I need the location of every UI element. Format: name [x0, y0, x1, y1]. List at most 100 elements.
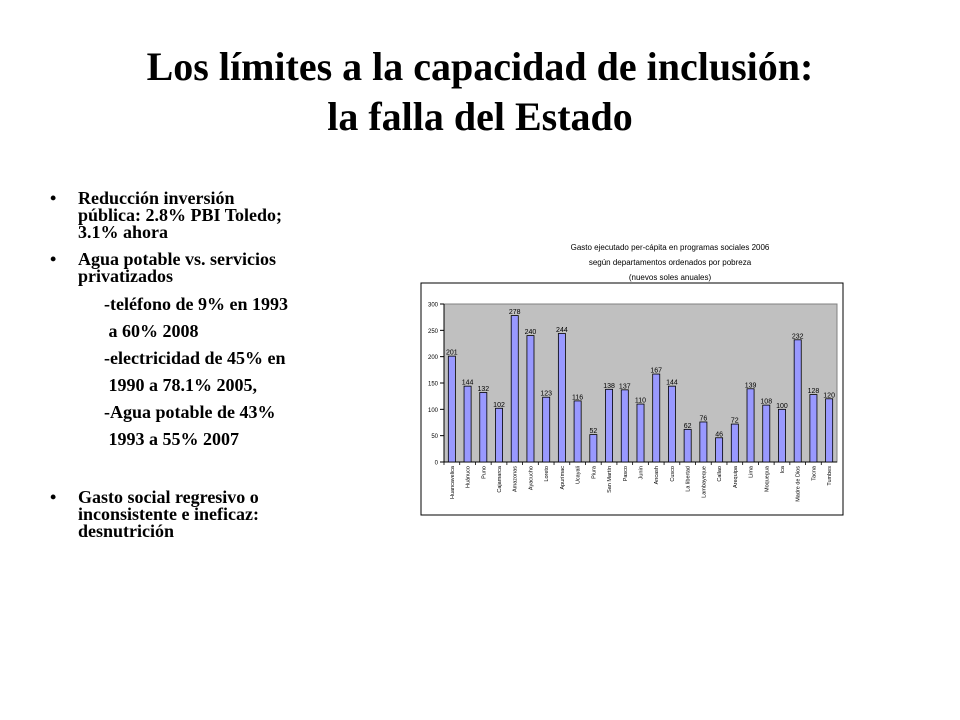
bar: [447, 355, 456, 463]
bar-value-label: 62: [684, 423, 692, 430]
x-tick-label: Callao: [717, 466, 723, 482]
bar-value-label: 232: [792, 333, 804, 340]
x-tick-label: Junín: [639, 466, 645, 479]
bar: [526, 335, 535, 463]
bar-value-label: 52: [589, 428, 597, 435]
bullet-text-line: Gasto social regresivo o: [78, 487, 259, 507]
bar-value-label: 123: [540, 391, 552, 398]
bar-value-label: 132: [477, 386, 489, 393]
x-tick-label: Ayacucho: [528, 466, 534, 490]
bullet-text-line: desnutrición: [78, 521, 175, 541]
bar-value-label: 102: [493, 402, 505, 409]
bar: [715, 437, 724, 463]
bar-value-label: 72: [731, 418, 739, 425]
bullet-list: • Reducción inversión pública: 2.8% PBI …: [50, 188, 380, 541]
bar: [463, 385, 472, 463]
bullet-dot: •: [50, 249, 57, 269]
bar: [778, 408, 786, 463]
bar: [573, 400, 582, 463]
bar-value-label: 240: [525, 329, 537, 336]
bar-value-label: 167: [650, 368, 662, 375]
y-tick-label: 0: [435, 461, 439, 467]
x-tick-label: Madre de Dios: [796, 466, 802, 502]
bar-value-label: 108: [760, 399, 772, 406]
bar: [589, 434, 598, 463]
bullet-dot: •: [50, 487, 57, 507]
bullet-item-inversion: • Reducción inversión pública: 2.8% PBI …: [50, 188, 380, 242]
x-tick-label: Puno: [481, 466, 487, 479]
sub-item: a 60% 2008: [104, 321, 199, 341]
bar: [557, 333, 566, 463]
x-tick-label: Arequipa: [733, 465, 739, 488]
sub-item: -electricidad de 45% en: [104, 348, 286, 368]
bar: [510, 315, 519, 463]
bullet-text-line: privatizados: [78, 266, 174, 286]
bullet-text-line: Reducción inversión: [78, 188, 235, 208]
bar-value-label: 144: [462, 380, 474, 387]
bar: [825, 398, 834, 463]
x-tick-label: Cajamarca: [497, 465, 503, 493]
chart-title-line: Gasto ejecutado per-cápita en programas …: [570, 243, 770, 252]
sub-item: 1993 a 55% 2007: [104, 429, 240, 449]
bar: [683, 428, 692, 463]
x-tick-label: Ucayali: [576, 466, 582, 484]
bar: [762, 404, 771, 463]
bullet-text-line: inconsistente e ineficaz:: [78, 504, 259, 524]
chart-title: Gasto ejecutado per-cápita en programas …: [520, 240, 820, 285]
bar-value-label: 120: [823, 392, 835, 399]
slide-title: Los límites a la capacidad de inclusión:…: [0, 42, 960, 142]
x-tick-label: Tacna: [811, 465, 817, 481]
bar: [495, 407, 503, 463]
bar-value-label: 138: [603, 383, 615, 390]
x-tick-label: Amazonas: [513, 466, 519, 492]
x-tick-label: Huancavelica: [450, 465, 456, 499]
y-tick-label: 200: [428, 355, 439, 361]
bullet-text-line: Agua potable vs. servicios: [78, 249, 276, 269]
bar-value-label: 144: [666, 380, 678, 387]
bar-value-label: 116: [572, 394, 583, 401]
bar: [668, 385, 676, 463]
bar-value-label: 201: [446, 350, 458, 357]
sub-item: -Agua potable de 43%: [104, 402, 276, 422]
x-tick-label: Lima: [749, 465, 755, 478]
x-tick-label: Pasco: [623, 466, 629, 481]
y-tick-label: 300: [428, 303, 439, 309]
bullet-text-line: 3.1% ahora: [78, 222, 168, 242]
slide-title-line-2: la falla del Estado: [327, 94, 633, 139]
chart-title-line: (nuevos soles anuales): [628, 273, 712, 282]
bar: [605, 388, 613, 463]
x-tick-label: Moquegua: [764, 465, 770, 492]
bar-value-label: 100: [776, 403, 788, 410]
sub-item: -teléfono de 9% en 1993: [104, 294, 288, 314]
bullet-item-gasto: • Gasto social regresivo o inconsistente…: [50, 487, 380, 541]
bar-value-label: 139: [745, 382, 757, 389]
bar-value-label: 46: [715, 431, 723, 438]
bar: [542, 396, 551, 463]
bar: [699, 421, 708, 463]
x-tick-label: Loreto: [544, 466, 550, 482]
x-tick-label: Lambayeque: [701, 466, 707, 498]
x-tick-label: Piura: [591, 465, 597, 479]
y-tick-label: 250: [428, 329, 439, 335]
bar-value-label: 76: [699, 415, 707, 422]
y-tick-label: 100: [428, 408, 439, 414]
bar: [730, 423, 739, 463]
bullet-text-line: pública: 2.8% PBI Toledo;: [78, 205, 283, 225]
y-tick-label: 150: [428, 382, 439, 388]
bar-value-label: 110: [635, 398, 646, 405]
x-tick-label: La libertad: [686, 466, 692, 492]
x-tick-label: San Martín: [607, 466, 613, 493]
y-tick-label: 50: [431, 434, 438, 440]
bar: [809, 394, 818, 463]
bar: [620, 389, 629, 463]
sub-item: 1990 a 78.1% 2005,: [104, 375, 258, 395]
x-tick-label: Ancash: [654, 466, 660, 484]
bar-value-label: 137: [619, 383, 631, 390]
bar-value-label: 128: [808, 388, 820, 395]
bar-value-label: 278: [509, 309, 521, 316]
bar-value-label: 244: [556, 327, 568, 334]
bullet-item-agua: • Agua potable vs. servicios privatizado…: [50, 249, 380, 286]
bar: [479, 392, 488, 463]
chart-title-line: según departamentos ordenados por pobrez…: [588, 258, 752, 267]
